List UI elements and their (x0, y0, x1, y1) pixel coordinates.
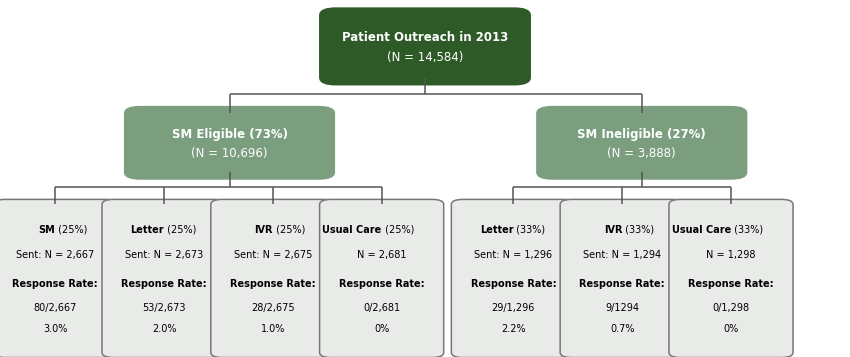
Text: Letter: Letter (479, 225, 513, 235)
FancyBboxPatch shape (669, 199, 793, 357)
Text: Sent: N = 1,294: Sent: N = 1,294 (583, 250, 661, 260)
FancyBboxPatch shape (320, 9, 530, 84)
Text: 0%: 0% (374, 324, 389, 334)
Text: Response Rate:: Response Rate: (471, 280, 556, 290)
Text: 0.7%: 0.7% (610, 324, 634, 334)
FancyBboxPatch shape (0, 199, 117, 357)
Text: Response Rate:: Response Rate: (122, 280, 207, 290)
Text: 2.0%: 2.0% (152, 324, 176, 334)
Text: (33%): (33%) (622, 225, 654, 235)
Text: (N = 3,888): (N = 3,888) (608, 147, 676, 160)
FancyBboxPatch shape (125, 107, 334, 179)
Text: (33%): (33%) (513, 225, 546, 235)
FancyBboxPatch shape (560, 199, 684, 357)
Text: 3.0%: 3.0% (43, 324, 67, 334)
Text: Response Rate:: Response Rate: (580, 280, 665, 290)
Text: Letter: Letter (130, 225, 164, 235)
Text: 29/1,296: 29/1,296 (491, 303, 536, 313)
Text: 9/1294: 9/1294 (605, 303, 639, 313)
Text: Sent: N = 1,296: Sent: N = 1,296 (474, 250, 552, 260)
Text: SM Ineligible (27%): SM Ineligible (27%) (577, 129, 706, 141)
Text: 28/2,675: 28/2,675 (251, 303, 295, 313)
FancyBboxPatch shape (537, 107, 746, 179)
Text: 2.2%: 2.2% (502, 324, 525, 334)
Text: 1.0%: 1.0% (261, 324, 285, 334)
FancyBboxPatch shape (451, 199, 575, 357)
Text: Patient Outreach in 2013: Patient Outreach in 2013 (342, 31, 508, 44)
Text: 80/2,667: 80/2,667 (33, 303, 77, 313)
Text: Response Rate:: Response Rate: (13, 280, 98, 290)
Text: IVR: IVR (604, 225, 622, 235)
Text: Usual Care: Usual Care (672, 225, 731, 235)
Text: Response Rate:: Response Rate: (230, 280, 315, 290)
Text: 0/1,298: 0/1,298 (712, 303, 750, 313)
Text: (25%): (25%) (164, 225, 196, 235)
Text: 0/2,681: 0/2,681 (363, 303, 400, 313)
Text: SM Eligible (73%): SM Eligible (73%) (172, 129, 287, 141)
Text: N = 2,681: N = 2,681 (357, 250, 406, 260)
Text: Usual Care: Usual Care (322, 225, 382, 235)
Text: SM: SM (38, 225, 55, 235)
Text: (N = 14,584): (N = 14,584) (387, 51, 463, 64)
Text: (33%): (33%) (731, 225, 763, 235)
Text: IVR: IVR (254, 225, 273, 235)
Text: Sent: N = 2,673: Sent: N = 2,673 (125, 250, 203, 260)
Text: Response Rate:: Response Rate: (339, 280, 424, 290)
Text: Sent: N = 2,675: Sent: N = 2,675 (234, 250, 312, 260)
FancyBboxPatch shape (102, 199, 226, 357)
Text: N = 1,298: N = 1,298 (706, 250, 756, 260)
Text: (N = 10,696): (N = 10,696) (191, 147, 268, 160)
Text: 53/2,673: 53/2,673 (142, 303, 186, 313)
Text: Response Rate:: Response Rate: (688, 280, 774, 290)
Text: (25%): (25%) (273, 225, 305, 235)
Text: (25%): (25%) (382, 225, 414, 235)
Text: Sent: N = 2,667: Sent: N = 2,667 (16, 250, 94, 260)
FancyBboxPatch shape (320, 199, 444, 357)
FancyBboxPatch shape (211, 199, 335, 357)
Text: (25%): (25%) (55, 225, 88, 235)
Text: 0%: 0% (723, 324, 739, 334)
